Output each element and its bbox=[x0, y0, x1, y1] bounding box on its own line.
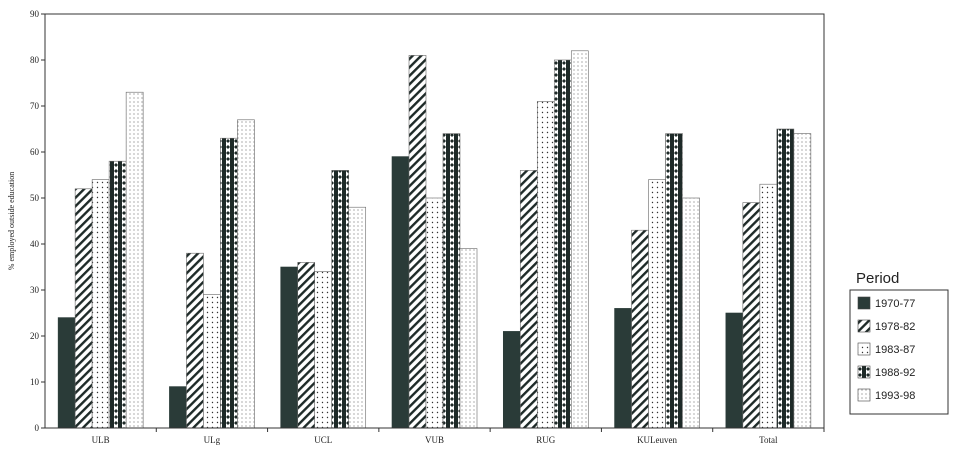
bar-rug-1970-77 bbox=[502, 331, 521, 429]
y-tick-label: 50 bbox=[30, 193, 40, 203]
bar-kuleuven-1988-92 bbox=[665, 133, 683, 429]
bar-ulg-1993-98 bbox=[237, 119, 255, 429]
legend-swatch-1993-98 bbox=[857, 388, 871, 402]
axes-group bbox=[44, 13, 825, 429]
bar-ulg-1983-87 bbox=[203, 294, 221, 429]
y-tick-label: 30 bbox=[30, 285, 40, 295]
y-tick-label: 70 bbox=[30, 101, 40, 111]
bar-ucl-1978-82 bbox=[297, 262, 316, 429]
y-tick-label: 10 bbox=[30, 377, 40, 387]
x-category-label: Total bbox=[759, 435, 778, 445]
bar-kuleuven-1970-77 bbox=[614, 308, 632, 429]
y-axis-label: % employed outside education bbox=[7, 172, 16, 270]
bar-kuleuven-1978-82 bbox=[631, 229, 649, 429]
bar-ulb-1988-92 bbox=[108, 160, 127, 429]
bar-vub-1993-98 bbox=[459, 248, 478, 429]
y-tick-label: 80 bbox=[30, 55, 40, 65]
bar-rug-1978-82 bbox=[519, 170, 538, 429]
bar-ulg-1988-92 bbox=[220, 137, 238, 429]
bar-ulb-1993-98 bbox=[125, 91, 144, 429]
x-category-label: ULg bbox=[204, 435, 221, 445]
x-category-label: VUB bbox=[425, 435, 444, 445]
bar-rug-1993-98 bbox=[570, 50, 589, 429]
x-category-label: KULeuven bbox=[637, 435, 677, 445]
bars-group bbox=[57, 50, 812, 429]
bar-ucl-1988-92 bbox=[331, 170, 350, 429]
x-category-label: RUG bbox=[536, 435, 556, 445]
x-category-label: ULB bbox=[92, 435, 110, 445]
bar-rug-1983-87 bbox=[536, 101, 555, 429]
y-tick-label: 90 bbox=[30, 9, 40, 19]
bar-rug-1988-92 bbox=[553, 59, 572, 429]
legend-label: 1988-92 bbox=[875, 367, 915, 379]
legend-label: 1983-87 bbox=[875, 344, 915, 356]
y-tick-label: 40 bbox=[30, 239, 40, 249]
bar-ulg-1970-77 bbox=[169, 386, 187, 429]
bar-vub-1983-87 bbox=[425, 197, 444, 429]
legend-swatch-1983-87 bbox=[857, 342, 871, 356]
x-category-label: UCL bbox=[314, 435, 332, 445]
bar-ulb-1978-82 bbox=[74, 188, 93, 429]
bar-total-1983-87 bbox=[759, 183, 778, 429]
y-tick-label: 20 bbox=[30, 331, 40, 341]
legend-swatch-1970-77 bbox=[857, 296, 871, 310]
legend-swatch-1978-82 bbox=[857, 319, 871, 333]
bar-total-1978-82 bbox=[742, 202, 761, 429]
bar-ulb-1970-77 bbox=[57, 317, 76, 429]
legend-items: 1970-77 1978-82 1983-87 1988-92 1993-98 bbox=[857, 296, 915, 402]
y-tick-label: 60 bbox=[30, 147, 40, 157]
x-labels-group: ULB ULg UCL VUB RUG KULeuven Total bbox=[92, 428, 825, 445]
bar-ulg-1978-82 bbox=[186, 252, 204, 429]
bar-vub-1988-92 bbox=[442, 133, 461, 429]
bar-total-1970-77 bbox=[725, 312, 744, 429]
bar-ulb-1983-87 bbox=[91, 179, 110, 429]
y-tick-label: 0 bbox=[35, 423, 40, 433]
bar-kuleuven-1993-98 bbox=[682, 197, 700, 429]
bar-vub-1978-82 bbox=[408, 55, 427, 429]
legend: Period 1970-77 1978-82 1983-87 1988-92 1993-… bbox=[849, 270, 949, 415]
legend-label: 1993-98 bbox=[875, 390, 915, 402]
y-ticks-group: 0 10 20 30 40 50 60 70 80 90 bbox=[30, 9, 45, 433]
bar-total-1993-98 bbox=[793, 133, 812, 429]
legend-title: Period bbox=[856, 270, 899, 287]
legend-label: 1978-82 bbox=[875, 321, 915, 333]
bar-ucl-1993-98 bbox=[348, 206, 367, 429]
legend-label: 1970-77 bbox=[875, 298, 915, 310]
plot-frame bbox=[44, 13, 825, 429]
bar-ucl-1983-87 bbox=[314, 271, 333, 429]
bar-ucl-1970-77 bbox=[280, 266, 299, 429]
legend-swatch-1988-92 bbox=[857, 365, 871, 379]
bar-kuleuven-1983-87 bbox=[648, 179, 666, 429]
bar-vub-1970-77 bbox=[391, 156, 410, 429]
bar-total-1988-92 bbox=[776, 128, 795, 429]
